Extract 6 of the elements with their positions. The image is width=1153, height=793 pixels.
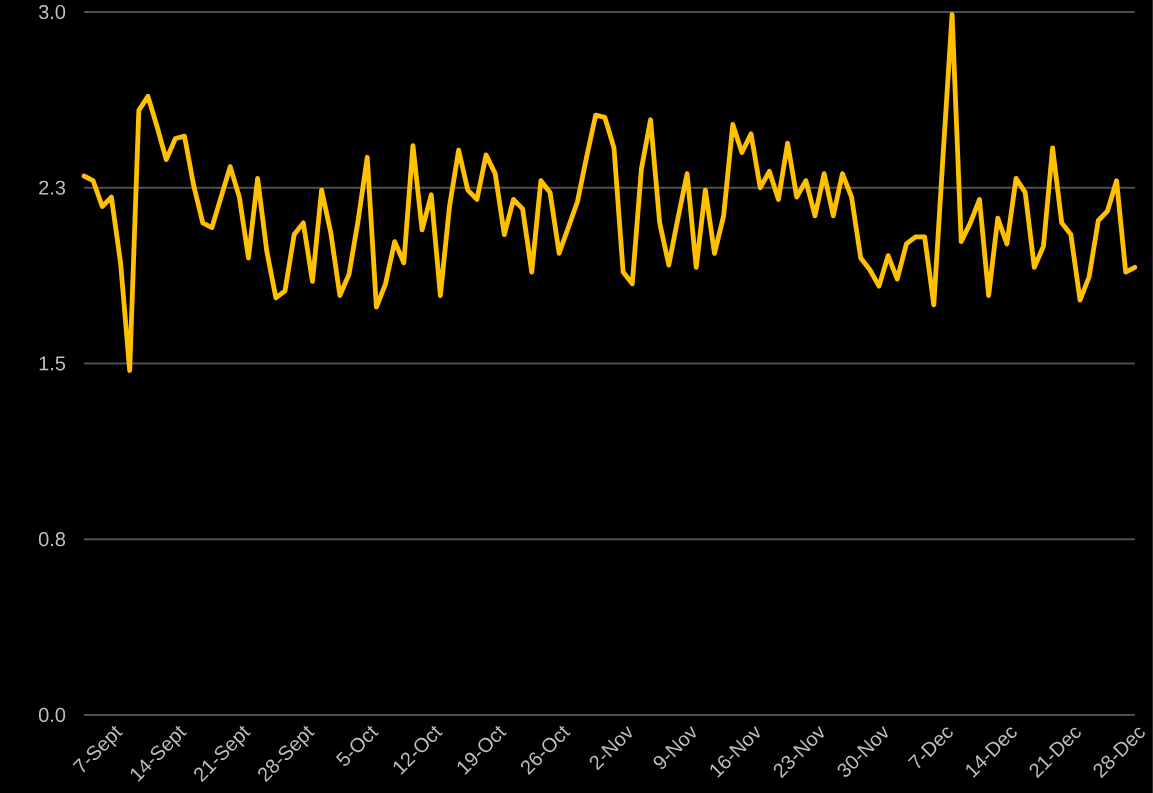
y-tick-label: 0.8 — [38, 532, 66, 547]
y-tick-label: 1.5 — [39, 356, 66, 371]
y-tick-label: 3.0 — [38, 4, 66, 20]
line-series — [81, 12, 1138, 373]
y-tick-label: 2.3 — [39, 180, 66, 195]
y-tick-label: 0.0 — [38, 707, 66, 723]
